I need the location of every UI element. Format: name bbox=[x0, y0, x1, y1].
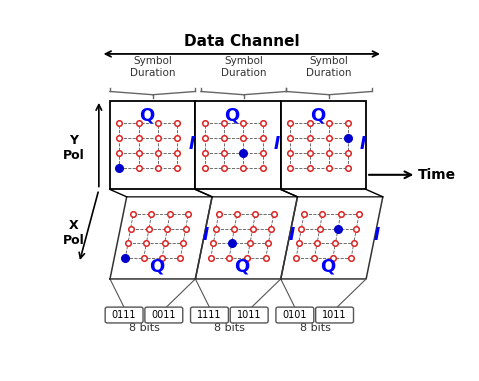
Text: 1111: 1111 bbox=[197, 310, 222, 320]
Text: 1011: 1011 bbox=[322, 310, 347, 320]
FancyBboxPatch shape bbox=[230, 307, 268, 323]
Polygon shape bbox=[110, 197, 212, 279]
Text: 8 bits: 8 bits bbox=[129, 323, 160, 333]
Polygon shape bbox=[195, 197, 297, 279]
Text: I: I bbox=[288, 226, 295, 244]
Text: I: I bbox=[189, 135, 194, 153]
Text: Q: Q bbox=[235, 258, 250, 275]
Text: Q: Q bbox=[224, 107, 240, 125]
Text: 0111: 0111 bbox=[112, 310, 137, 320]
FancyBboxPatch shape bbox=[105, 307, 143, 323]
Text: I: I bbox=[374, 226, 380, 244]
FancyBboxPatch shape bbox=[145, 307, 183, 323]
FancyBboxPatch shape bbox=[191, 307, 228, 323]
Text: Y
Pol: Y Pol bbox=[63, 134, 85, 162]
Text: Q: Q bbox=[149, 258, 164, 275]
Text: Symbol
Duration: Symbol Duration bbox=[221, 56, 266, 78]
Text: Q: Q bbox=[139, 107, 154, 125]
Text: Q: Q bbox=[310, 107, 325, 125]
FancyBboxPatch shape bbox=[316, 307, 354, 323]
Text: I: I bbox=[359, 135, 365, 153]
Text: Q: Q bbox=[320, 258, 335, 275]
Text: 1011: 1011 bbox=[237, 310, 262, 320]
Text: X
Pol: X Pol bbox=[63, 219, 85, 248]
Text: Data Channel: Data Channel bbox=[184, 34, 299, 49]
Text: 0101: 0101 bbox=[283, 310, 307, 320]
Text: I: I bbox=[203, 226, 209, 244]
Text: Symbol
Duration: Symbol Duration bbox=[306, 56, 352, 78]
Text: 0011: 0011 bbox=[151, 310, 176, 320]
Text: I: I bbox=[274, 135, 280, 153]
FancyBboxPatch shape bbox=[276, 307, 314, 323]
Text: Time: Time bbox=[418, 168, 456, 182]
Polygon shape bbox=[281, 197, 383, 279]
Bar bbox=[281, 101, 366, 189]
Bar bbox=[110, 101, 195, 189]
Text: Symbol
Duration: Symbol Duration bbox=[130, 56, 175, 78]
Text: 8 bits: 8 bits bbox=[215, 323, 245, 333]
Bar bbox=[195, 101, 281, 189]
Text: 8 bits: 8 bits bbox=[300, 323, 331, 333]
